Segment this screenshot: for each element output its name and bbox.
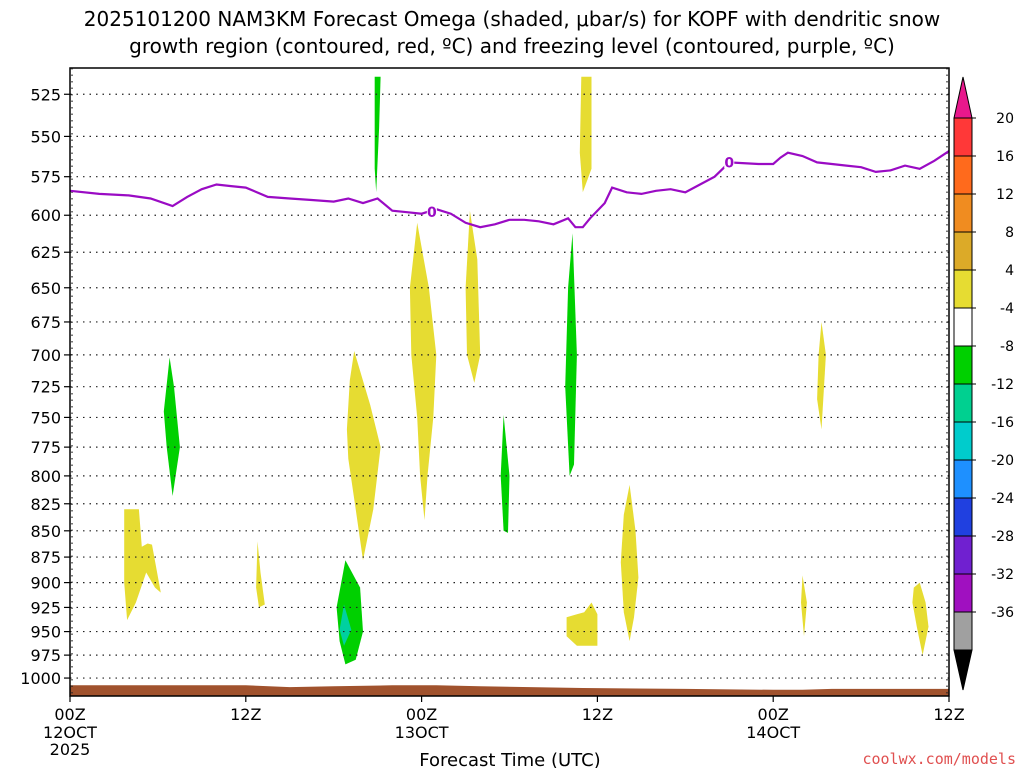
- pressure-gridlines: [70, 68, 949, 696]
- colorbar-bin-5: [953, 307, 973, 347]
- y-tick-label-900: 900: [30, 574, 61, 593]
- colorbar-label-0: 20: [996, 111, 1014, 127]
- colorbar-label-13: -36: [991, 605, 1014, 621]
- colorbar-bin-7: [953, 383, 973, 423]
- colorbar-bin-10: [953, 497, 973, 537]
- omega-region-8: [465, 210, 481, 383]
- colorbar-bin-8: [953, 421, 973, 461]
- y-tick-label-800: 800: [30, 467, 61, 486]
- colorbar-label-8: -16: [991, 415, 1014, 431]
- omega-region-3: [346, 351, 381, 561]
- omega-region-4: [336, 560, 363, 665]
- y-tick-label-975: 975: [30, 646, 61, 665]
- omega-region-2: [256, 541, 265, 608]
- colorbar-bottom-triangle: [953, 649, 973, 691]
- colorbar-top-triangle: [953, 76, 973, 119]
- x-tick-date-48: 14OCT: [746, 723, 800, 742]
- y-tick-label-750: 750: [30, 408, 61, 427]
- omega-shaded-regions: [124, 76, 929, 665]
- colorbar-label-3: 8: [1005, 225, 1014, 241]
- colorbar-label-11: -28: [991, 529, 1014, 545]
- colorbar-bin-9: [953, 459, 973, 499]
- x-tick-date-24: 13OCT: [395, 723, 449, 742]
- y-tick-label-950: 950: [30, 623, 61, 642]
- y-tick-label-600: 600: [30, 206, 61, 225]
- freezing-level-label-1: 0: [724, 155, 734, 171]
- omega-region-12: [566, 602, 598, 646]
- x-tick-year-0: 2025: [50, 740, 91, 759]
- y-axis-pressure-ticks: 525 550 575 600 625 650 675 700 725 750 775 800 825 8…: [20, 85, 70, 688]
- y-tick-label-575: 575: [30, 168, 61, 187]
- colorbar-bin-0: [953, 117, 973, 157]
- colorbar-bin-3: [953, 231, 973, 271]
- freezing-level-label-0: 0: [427, 205, 437, 221]
- y-tick-label-875: 875: [30, 548, 61, 567]
- freezing-label-bg-0: [426, 204, 437, 219]
- plot-frame: [69, 67, 950, 697]
- freezing-level-line: [69, 150, 950, 229]
- colorbar-label-4: 4: [1005, 263, 1014, 279]
- y-tick-label-675: 675: [30, 313, 61, 332]
- y-tick-label-850: 850: [30, 522, 61, 541]
- colorbar-bin-6: [953, 345, 973, 385]
- y-tick-label-1000: 1000: [20, 669, 61, 688]
- x-tick-label-24: 00Z: [406, 705, 437, 724]
- freezing-level-contour: 00: [69, 150, 950, 229]
- colorbar-label-1: 16: [996, 149, 1014, 165]
- ground-surface: [70, 685, 949, 696]
- y-tick-label-925: 925: [30, 598, 61, 617]
- y-tick-label-775: 775: [30, 438, 61, 457]
- colorbar-label-9: -20: [991, 453, 1014, 469]
- omega-region-16: [912, 582, 929, 656]
- x-tick-label-36: 12Z: [582, 705, 613, 724]
- omega-region-14: [817, 322, 826, 430]
- y-tick-label-525: 525: [30, 85, 61, 104]
- x-tick-label-0: 00Z: [54, 705, 85, 724]
- omega-region-15: [801, 575, 807, 637]
- colorbar-label-7: -12: [991, 377, 1014, 393]
- colorbar-bin-11: [953, 535, 973, 575]
- y-tick-label-725: 725: [30, 378, 61, 397]
- colorbar-label-12: -32: [991, 567, 1014, 583]
- x-tick-label-60: 12Z: [933, 705, 964, 724]
- y-tick-label-650: 650: [30, 279, 61, 298]
- x-tick-label-12: 12Z: [230, 705, 261, 724]
- colorbar-bin-13: [953, 611, 973, 651]
- credit-text[interactable]: coolwx.com/models: [862, 750, 1016, 768]
- omega-region-0: [124, 509, 161, 621]
- ground-area: [70, 685, 949, 696]
- omega-region-1: [163, 357, 180, 496]
- chart-title-line1: 2025101200 NAM3KM Forecast Omega (shaded…: [84, 7, 940, 31]
- x-tick-date-0: 12OCT: [43, 723, 97, 742]
- colorbar-bin-12: [953, 573, 973, 613]
- colorbar-label-6: -8: [1000, 339, 1014, 355]
- omega-region-5: [339, 604, 352, 646]
- omega-region-11: [579, 76, 592, 193]
- colorbar-label-5: -4: [1000, 301, 1014, 317]
- colorbar-label-2: 12: [996, 187, 1014, 203]
- omega-colorbar: 20 16 12 8 4 -4 -8 -12 -16 -20 -24 -28 -32 -36: [953, 76, 1014, 691]
- y-tick-label-825: 825: [30, 495, 61, 514]
- freezing-label-bg-1: [724, 154, 735, 169]
- omega-region-7: [409, 222, 437, 521]
- colorbar-bin-1: [953, 155, 973, 195]
- x-tick-label-48: 00Z: [758, 705, 789, 724]
- colorbar-label-10: -24: [991, 491, 1014, 507]
- omega-region-9: [500, 415, 510, 533]
- omega-region-13: [620, 484, 639, 642]
- x-axis-label: Forecast Time (UTC): [419, 750, 600, 768]
- y-tick-label-550: 550: [30, 127, 61, 146]
- omega-region-6: [374, 76, 381, 193]
- chart-title-line2: growth region (contoured, red, ºC) and f…: [129, 34, 895, 58]
- y-tick-label-625: 625: [30, 243, 61, 262]
- colorbar-bin-2: [953, 193, 973, 233]
- colorbar-bin-4: [953, 269, 973, 309]
- y-tick-label-700: 700: [30, 346, 61, 365]
